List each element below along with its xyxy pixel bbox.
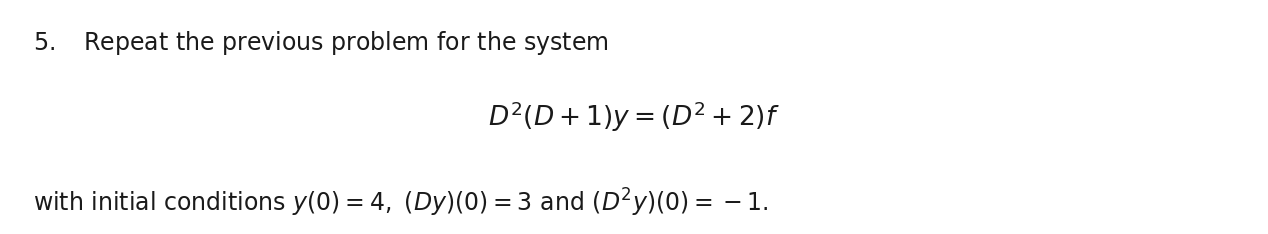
Text: $D^2(D+1)y = (D^2+2)f$: $D^2(D+1)y = (D^2+2)f$ — [488, 100, 780, 134]
Text: $\mathrm{with\ initial\ conditions\ }$$y(0) = 4,\ (Dy)(0) = 3\ \mathrm{and}\ (D^: $\mathrm{with\ initial\ conditions\ }$$y… — [33, 186, 768, 219]
Text: $5.$$\quad$$\mathrm{Repeat\ the\ previous\ problem\ for\ the\ system}$: $5.$$\quad$$\mathrm{Repeat\ the\ previou… — [33, 29, 609, 57]
